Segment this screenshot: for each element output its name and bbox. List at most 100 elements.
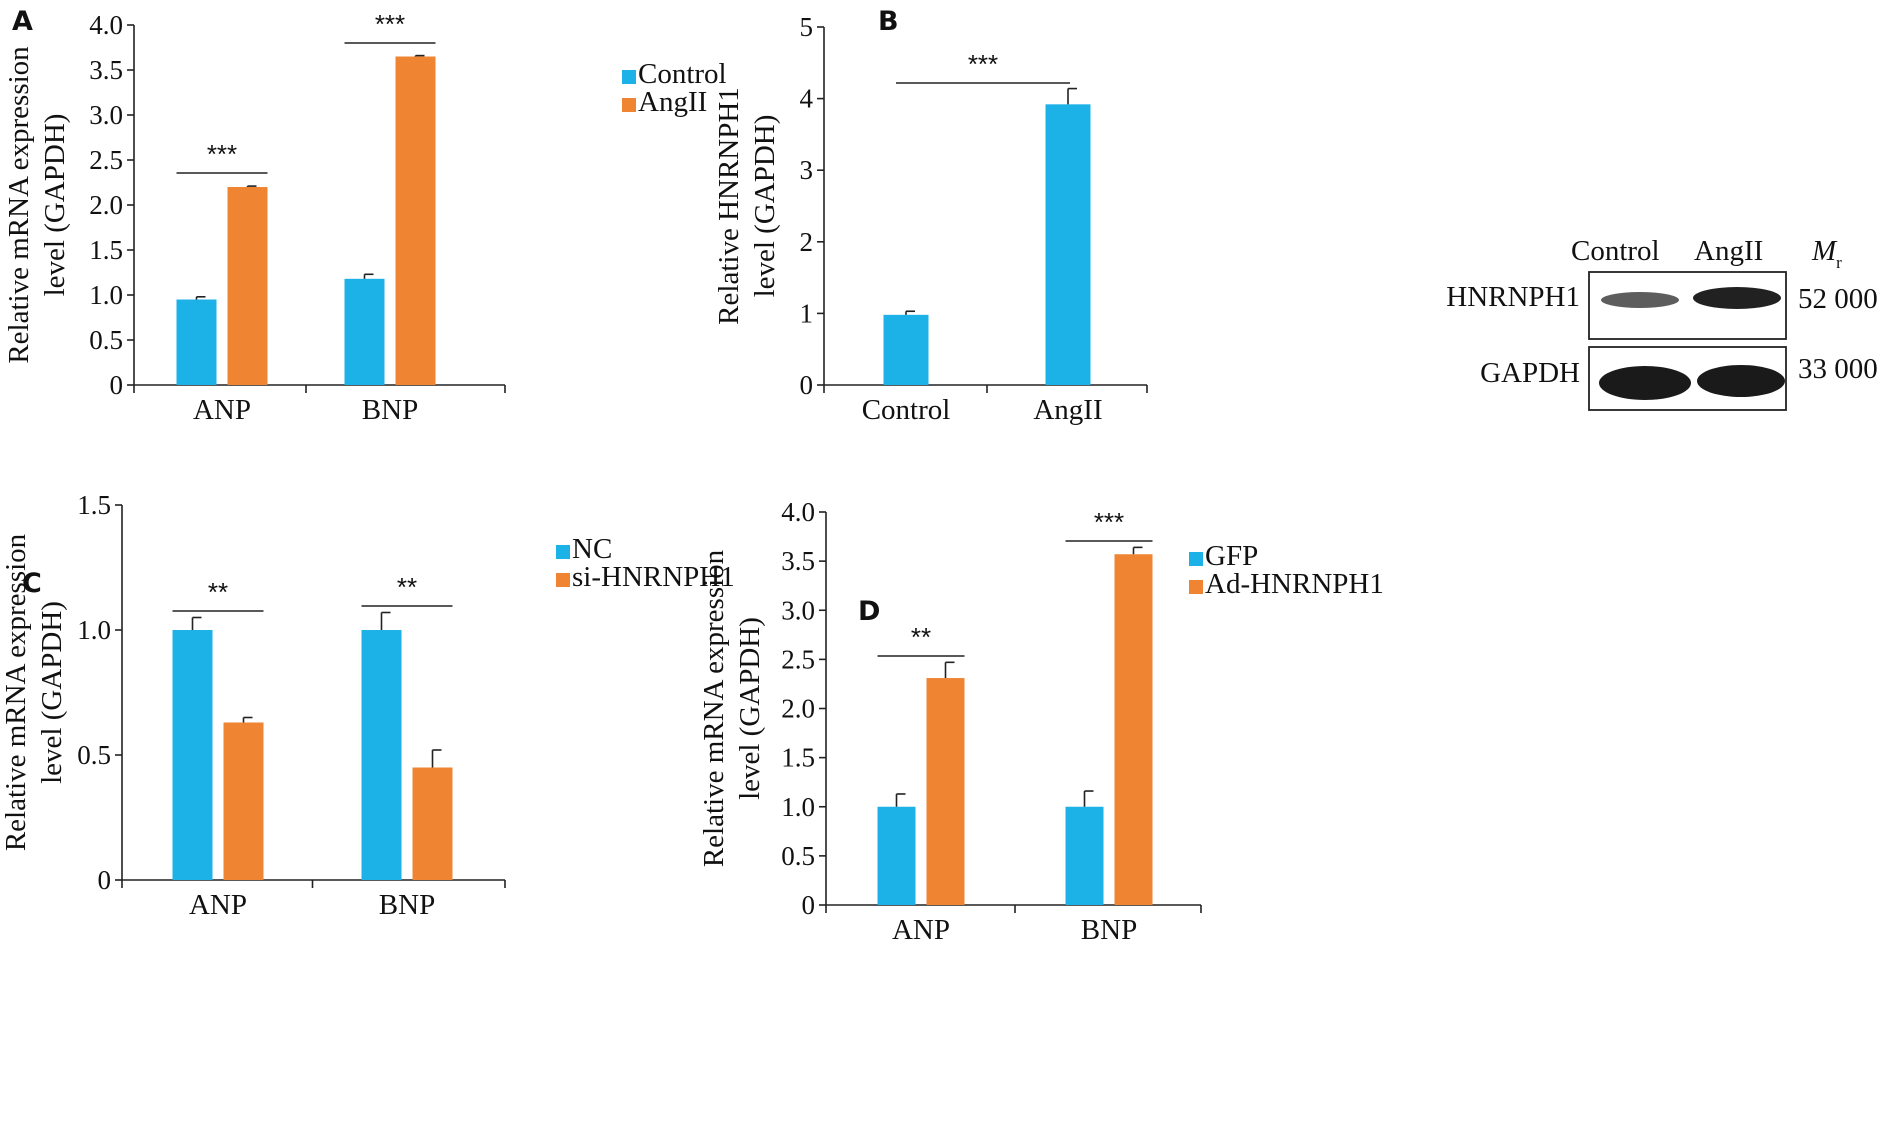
legend-swatch: [556, 573, 570, 587]
y-tick-label: 0: [802, 890, 816, 920]
legend-label: Control: [638, 58, 727, 90]
western-blot: Control AngII Mr HNRNPH1 GAPDH 52 000 33…: [1446, 235, 1878, 411]
x-category-label: BNP: [1081, 914, 1137, 946]
blot-lane-label-control: Control: [1571, 235, 1660, 267]
panel-letter-d: D: [858, 596, 880, 627]
y-axis-title-line: level (GAPDH): [36, 601, 68, 784]
y-tick-label: 2.0: [89, 190, 123, 220]
bar-d-bnp-ad-hnrnph1: [1114, 554, 1153, 905]
x-category-label: AngII: [1033, 394, 1102, 426]
y-tick-label: 3.0: [89, 100, 123, 130]
blot-protein-gapdh: GAPDH: [1480, 357, 1580, 389]
y-tick-label: 4.0: [781, 497, 815, 527]
blot-mr-52000: 52 000: [1798, 283, 1878, 315]
y-tick-label: 2.0: [781, 694, 815, 724]
legend-label: NC: [572, 533, 612, 565]
significance-marker: **: [911, 622, 931, 652]
y-tick-label: 1.0: [781, 792, 815, 822]
y-tick-label: 1.0: [89, 280, 123, 310]
blot-band-gapdh-angii: [1697, 365, 1785, 397]
bar-d-anp-ad-hnrnph1: [926, 678, 965, 905]
x-category-label: ANP: [892, 914, 950, 946]
legend-swatch: [556, 545, 570, 559]
y-axis-title-line: Relative mRNA expression: [0, 533, 32, 851]
y-tick-label: 0: [98, 865, 112, 895]
y-axis-title-line: Relative HNRNPH1: [713, 87, 745, 325]
bar-a-bnp-control: [344, 278, 385, 385]
x-category-label: ANP: [189, 889, 247, 921]
y-tick-label: 3.5: [781, 546, 815, 576]
blot-band-hnrnph1-control: [1601, 292, 1679, 308]
significance-marker: ***: [968, 49, 998, 79]
bar-a-anp-control: [176, 299, 217, 385]
y-tick-label: 0: [800, 370, 814, 400]
y-axis-title-line: Relative mRNA expression: [698, 549, 730, 867]
bar-c-anp-si-hnrnph1: [223, 722, 264, 880]
y-tick-label: 4: [800, 84, 814, 114]
legend-swatch: [622, 70, 636, 84]
blot-mr-label: Mr: [1811, 235, 1842, 272]
y-axis-title-line: level (GAPDH): [749, 115, 781, 298]
y-tick-label: 2.5: [781, 644, 815, 674]
panel-letter-c: C: [22, 568, 42, 599]
y-axis-title-line: level (GAPDH): [734, 617, 766, 800]
y-tick-label: 4.0: [89, 10, 123, 40]
panel-d-chart: 0 0.5 1.0 1.5 2.0 2.5 3.0 3.5 4.0 Relative mRNA e…: [698, 497, 1384, 946]
x-category-label: ANP: [193, 394, 251, 426]
legend-label: si-HNRNPH1: [572, 561, 735, 593]
blot-mr-letter: M: [1811, 235, 1838, 267]
blot-protein-hnrnph1: HNRNPH1: [1446, 281, 1580, 313]
bar-b-control-series: [883, 314, 929, 385]
blot-mr-subscript: r: [1836, 253, 1842, 272]
blot-lane-label-angii: AngII: [1694, 235, 1763, 267]
bar-a-anp-angii: [227, 187, 268, 385]
x-category-label: Control: [862, 394, 951, 426]
y-tick-label: 2.5: [89, 145, 123, 175]
y-axis-title-line: level (GAPDH): [39, 114, 71, 297]
bar-c-bnp-nc: [361, 630, 402, 880]
panel-a-chart: 0 0.5 1.0 1.5 2.0 2.5 3.0 3.5 4.0 Relative mRNA e…: [3, 9, 727, 426]
y-tick-label: 0.5: [77, 740, 111, 770]
legend-swatch: [1189, 580, 1203, 594]
y-tick-label: 0.5: [89, 325, 123, 355]
y-tick-label: 2: [800, 227, 814, 257]
significance-marker: **: [397, 572, 417, 602]
significance-marker: **: [208, 577, 228, 607]
significance-marker: ***: [1094, 507, 1124, 537]
bar-c-bnp-si-hnrnph1: [412, 767, 453, 880]
legend-label: AngII: [638, 86, 707, 118]
y-axis-title-line: Relative mRNA expression: [3, 46, 35, 364]
blot-mr-33000: 33 000: [1798, 353, 1878, 385]
legend-label: GFP: [1205, 540, 1258, 572]
y-tick-label: 0.5: [781, 841, 815, 871]
legend-swatch: [1189, 552, 1203, 566]
blot-band-hnrnph1-angii: [1693, 287, 1781, 309]
significance-marker: ***: [207, 139, 237, 169]
y-tick-label: 5: [800, 12, 814, 42]
panel-letter-a: A: [12, 6, 33, 37]
legend-label: Ad-HNRNPH1: [1205, 568, 1384, 600]
y-tick-label: 1: [800, 298, 814, 328]
y-tick-label: 3.5: [89, 55, 123, 85]
y-tick-label: 0: [110, 370, 124, 400]
y-tick-label: 1.5: [77, 490, 111, 520]
x-category-label: BNP: [362, 394, 418, 426]
panel-b-chart: 0 1 2 3 4 5 Relative HNRNPH1 level (GAPDH) Contr…: [713, 12, 1148, 426]
bar-a-bnp-angii: [395, 56, 436, 385]
x-category-label: BNP: [379, 889, 435, 921]
y-tick-label: 1.5: [89, 235, 123, 265]
y-tick-label: 3: [800, 155, 814, 185]
y-tick-label: 1.0: [77, 615, 111, 645]
blot-band-gapdh-control: [1599, 366, 1691, 400]
significance-marker: ***: [375, 9, 405, 39]
bar-b-angii-series: [1045, 104, 1091, 385]
y-tick-label: 3.0: [781, 595, 815, 625]
panel-letter-b: B: [878, 6, 899, 37]
bar-d-anp-gfp: [877, 806, 916, 905]
y-tick-label: 1.5: [781, 743, 815, 773]
bar-d-bnp-gfp: [1065, 806, 1104, 905]
bar-c-anp-nc: [172, 630, 213, 880]
legend-swatch: [622, 98, 636, 112]
